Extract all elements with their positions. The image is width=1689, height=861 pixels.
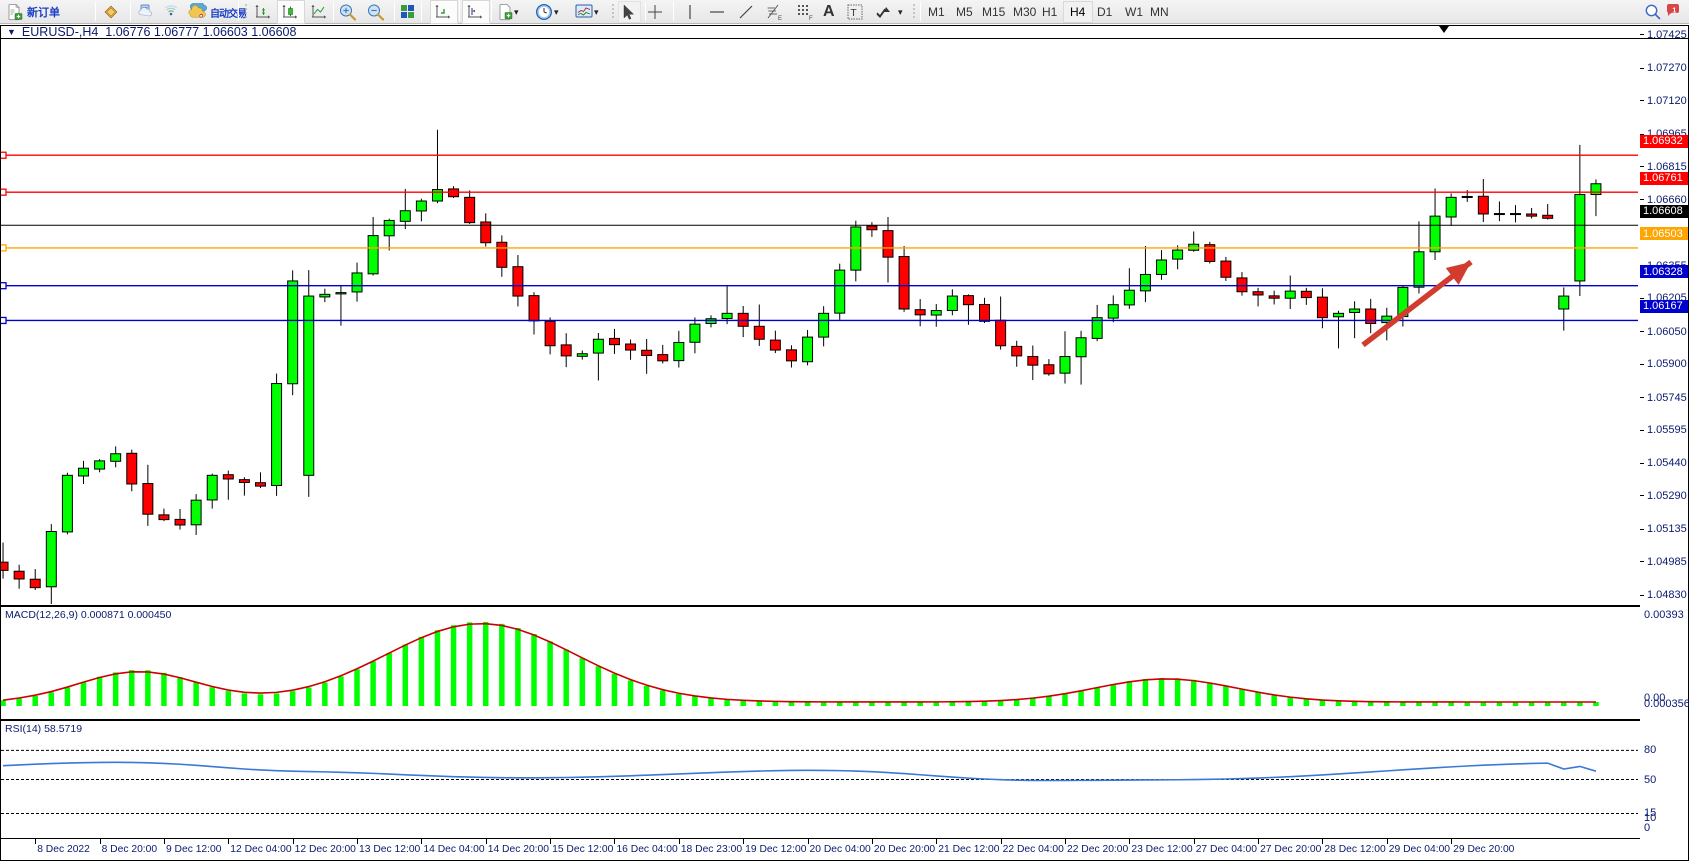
svg-text:1: 1: [1672, 6, 1676, 15]
svg-text:E: E: [778, 16, 782, 21]
svg-text:T: T: [851, 8, 857, 19]
svg-text:F: F: [809, 16, 813, 21]
